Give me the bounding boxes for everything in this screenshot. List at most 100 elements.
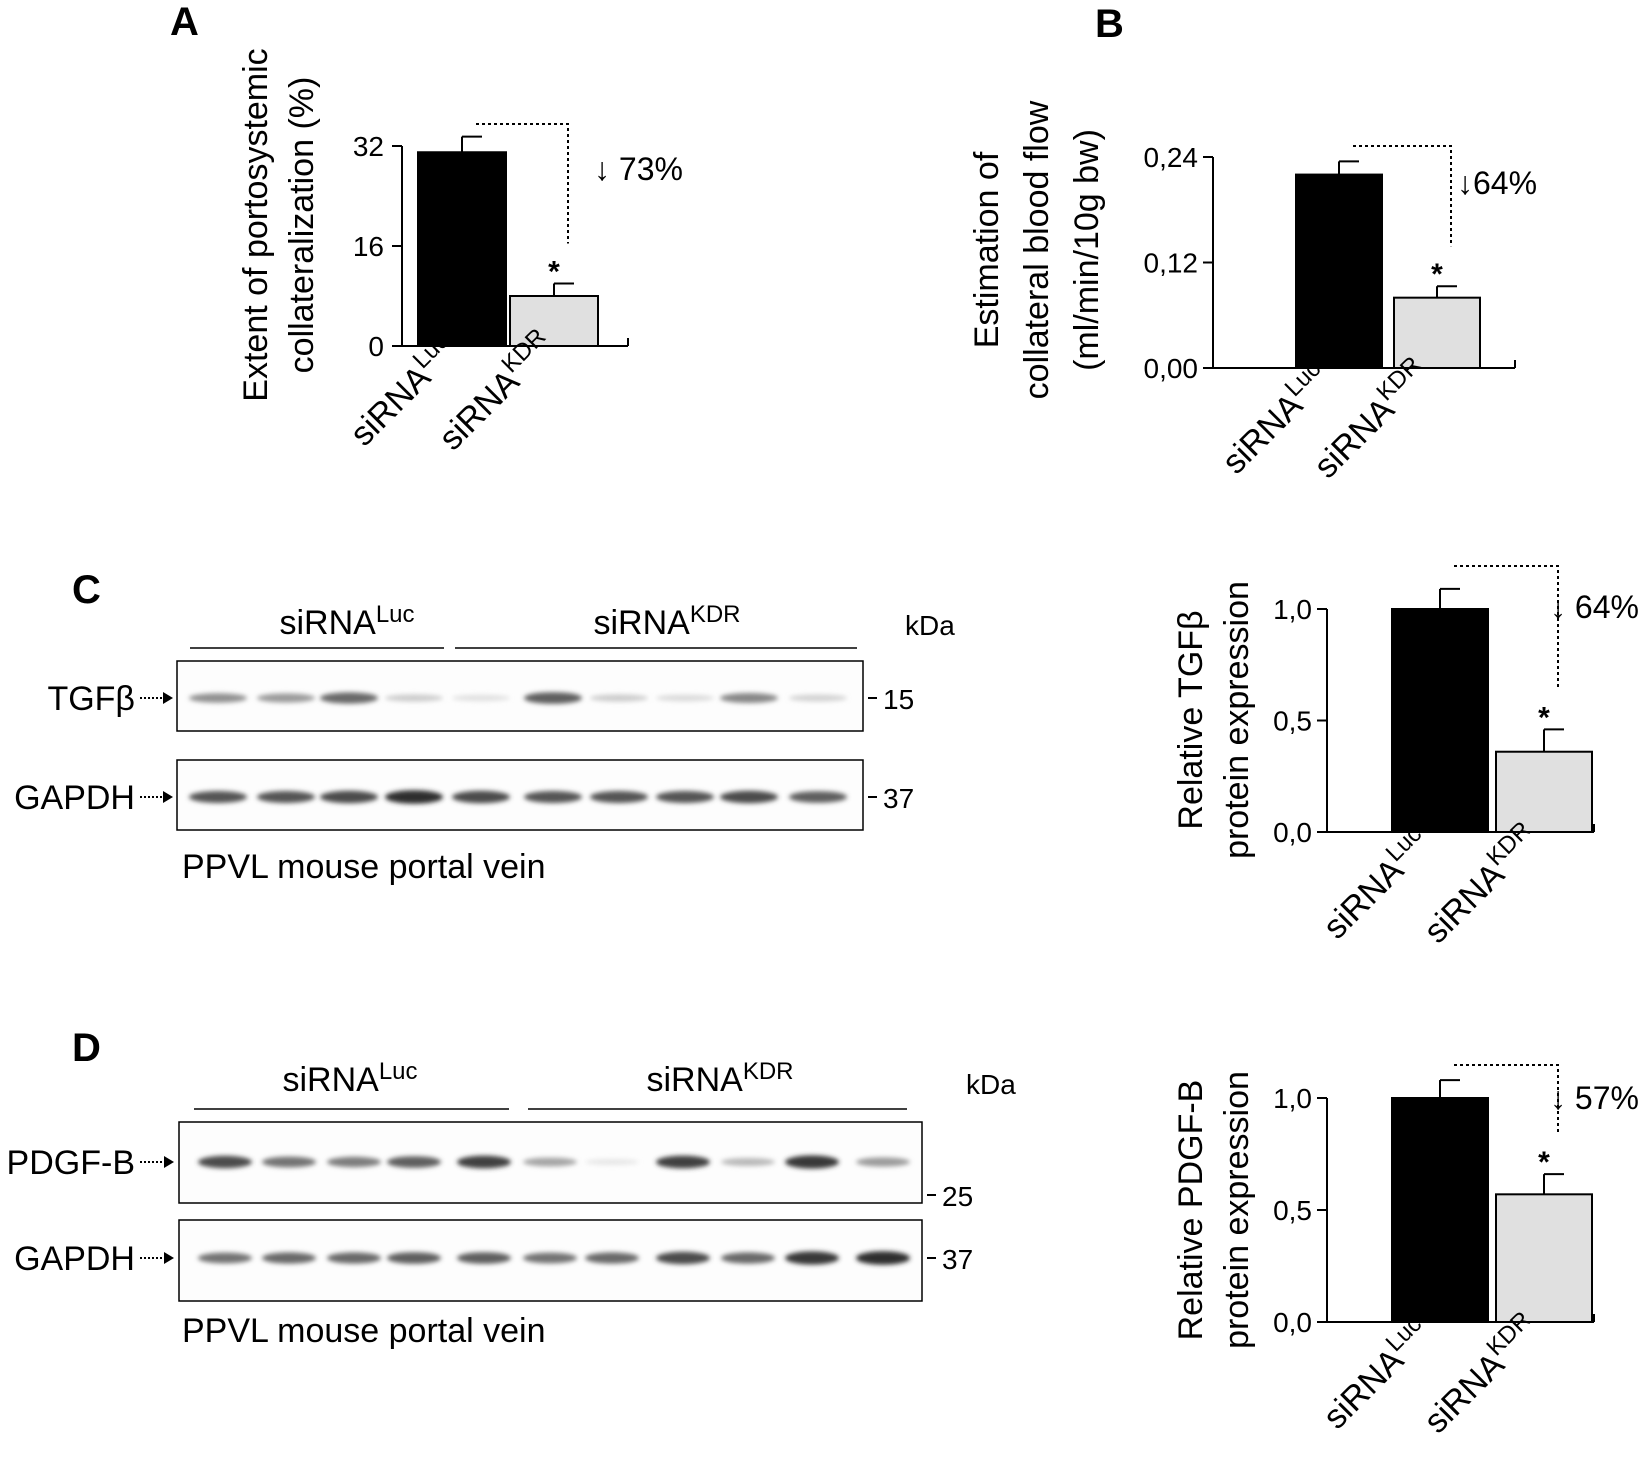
- blot-band: [320, 790, 378, 804]
- bar-chart-d: 0,0 0,5 1,0 Relative PDGF-B protein expressi…: [1172, 1064, 1639, 1441]
- blot-band: [385, 790, 443, 804]
- bar: [1495, 1193, 1593, 1323]
- y-tick-label: 0,24: [1144, 142, 1199, 173]
- bar: [1495, 750, 1593, 833]
- significance-star: *: [548, 256, 560, 289]
- blot-band: [387, 1252, 441, 1264]
- arrow-icon: [163, 692, 173, 704]
- significance-star: *: [1538, 1146, 1550, 1179]
- arrow-icon: [163, 791, 173, 803]
- blot-band: [257, 791, 315, 803]
- blot-band: [585, 1158, 639, 1166]
- category-label: siRNAKDR: [1413, 816, 1547, 950]
- blot-band: [785, 1251, 839, 1265]
- blot-band: [785, 1155, 839, 1169]
- group-label-base: siRNA: [282, 1061, 379, 1099]
- blot-band: [789, 694, 847, 702]
- reduction-label: ↓ 57%: [1550, 1080, 1639, 1116]
- blot-band: [856, 1157, 910, 1167]
- y-tick-label: 16: [353, 231, 384, 262]
- bar: [417, 151, 507, 347]
- blot-band: [523, 1252, 577, 1264]
- bar: [509, 295, 599, 347]
- y-tick-label: 0,5: [1273, 706, 1312, 737]
- significance-star: *: [1538, 701, 1550, 734]
- significance-star: *: [1431, 258, 1443, 291]
- group-label-superscript: KDR: [743, 1058, 794, 1085]
- blot-band: [656, 1251, 710, 1265]
- group-label-superscript: Luc: [379, 1058, 418, 1085]
- blot-band: [320, 692, 378, 704]
- kda-label: kDa: [905, 610, 955, 641]
- y-axis-title: collateralization (%): [283, 77, 321, 374]
- y-tick-label: 0,00: [1144, 353, 1199, 384]
- blot-band: [257, 693, 315, 703]
- bar-chart-c: 0,0 0,5 1,0 Relative TGFβ protein expression…: [1172, 565, 1639, 951]
- blot-band: [198, 1252, 252, 1264]
- y-tick-label: 0,0: [1273, 817, 1312, 848]
- blot-band: [720, 790, 778, 804]
- group-label: siRNALuc: [279, 601, 414, 642]
- y-axis-title: Extent of portosystemic: [237, 48, 275, 401]
- y-tick-label: 1,0: [1273, 1083, 1312, 1114]
- y-axis-title: Relative PDGF-B: [1172, 1080, 1210, 1341]
- marker-label: 37: [942, 1244, 973, 1275]
- group-label: siRNALuc: [282, 1058, 417, 1099]
- blot-band: [385, 694, 443, 702]
- arrow-icon: [164, 1156, 174, 1168]
- category-label: siRNAKDR: [1413, 1306, 1547, 1440]
- y-tick-label: 1,0: [1273, 594, 1312, 625]
- blot-band: [262, 1156, 316, 1168]
- group-label-base: siRNA: [646, 1061, 743, 1099]
- blot-caption: PPVL mouse portal vein: [182, 1312, 546, 1350]
- panel-letter-c: C: [72, 568, 101, 612]
- blot-band: [327, 1156, 381, 1168]
- protein-label: TGFβ: [47, 680, 135, 718]
- blot-band: [327, 1252, 381, 1264]
- y-tick-label: 0,12: [1144, 248, 1199, 279]
- y-tick-label: 0: [368, 331, 384, 362]
- blot-band: [721, 1252, 775, 1264]
- group-label: siRNAKDR: [593, 601, 740, 642]
- y-axis-title: protein expression: [1218, 581, 1256, 859]
- group-label-base: siRNA: [279, 604, 376, 642]
- blot-caption: PPVL mouse portal vein: [182, 848, 546, 886]
- y-tick-label: 0,5: [1273, 1195, 1312, 1226]
- blot-band: [457, 1252, 511, 1264]
- panel-letter-d: D: [72, 1026, 101, 1070]
- reduction-label: ↓64%: [1457, 165, 1537, 201]
- category-label: siRNAKDR: [1303, 351, 1437, 485]
- bar: [1295, 173, 1383, 369]
- blot-band: [656, 1155, 710, 1169]
- significance-bracket: [476, 123, 569, 244]
- blot-band: [189, 791, 247, 803]
- protein-label: PDGF-B: [7, 1144, 135, 1182]
- group-label-base: siRNA: [593, 604, 690, 642]
- blot-band: [262, 1252, 316, 1264]
- blot-band: [524, 692, 582, 704]
- marker-label: 15: [883, 684, 914, 715]
- bar: [1391, 1097, 1489, 1323]
- blot-band: [189, 693, 247, 703]
- blot-band: [198, 1155, 252, 1169]
- y-tick-label: 0,0: [1273, 1307, 1312, 1338]
- blot-band: [452, 694, 510, 702]
- bar: [1391, 608, 1489, 833]
- y-axis-title: Estimation of: [968, 151, 1006, 348]
- group-label: siRNAKDR: [646, 1058, 793, 1099]
- bar-chart-a: 0 16 32 Extent of portosystemic collateraliz…: [237, 48, 683, 457]
- blot-band: [590, 791, 648, 803]
- kda-label: kDa: [966, 1069, 1016, 1100]
- y-axis-title: collateral blood flow: [1018, 100, 1056, 399]
- blot-band: [856, 1251, 910, 1265]
- significance-bracket: [1353, 145, 1452, 247]
- blot-band: [523, 1157, 577, 1167]
- blot-band: [789, 791, 847, 803]
- blot-band: [457, 1155, 511, 1169]
- protein-label: GAPDH: [14, 779, 135, 817]
- y-axis-title: Relative TGFβ: [1172, 610, 1210, 829]
- blot-band: [721, 1158, 775, 1166]
